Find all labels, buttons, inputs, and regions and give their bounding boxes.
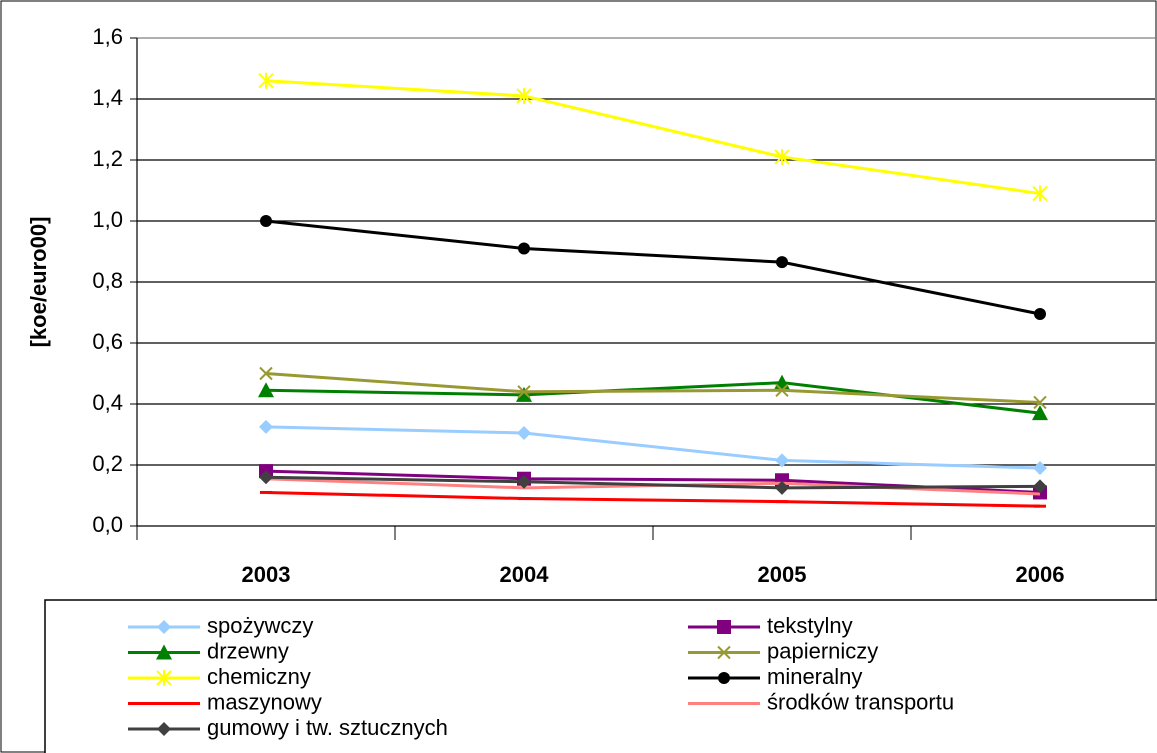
y-tick-label: 0,0 [92,512,123,537]
x-tick-label: 2006 [1016,562,1065,587]
marker [516,87,532,104]
marker [517,474,531,489]
marker [258,72,274,89]
marker [774,148,790,165]
marker [1032,405,1048,421]
series-line [265,490,1041,508]
marker [260,215,272,227]
marker [1033,479,1047,494]
marker [259,419,273,434]
marker [775,480,789,495]
series-line [265,219,1041,316]
y-tick-label: 0,6 [92,329,123,354]
marker [718,672,730,684]
y-axis-label: [koe/euro00] [26,217,51,348]
marker [775,453,789,468]
legend-label: maszynowy [207,689,322,714]
legend-label: mineralny [767,664,862,689]
legend-label: drzewny [207,638,289,663]
y-tick-label: 1,6 [92,24,123,49]
legend-label: tekstylny [767,613,853,638]
marker [1032,185,1048,202]
legend-label: spożywczy [207,613,313,638]
legend-label: środków transportu [767,689,954,714]
marker [156,644,172,660]
marker [516,386,532,402]
marker [518,242,530,255]
x-tick-label: 2005 [758,562,807,587]
marker [258,382,274,398]
y-tick-label: 1,0 [92,207,123,232]
legend-box [44,599,1157,753]
y-tick-label: 0,2 [92,451,123,476]
marker [157,620,171,634]
x-tick-label: 2004 [500,562,550,587]
marker [717,645,731,660]
marker [517,425,531,440]
marker [776,256,788,269]
marker [1034,308,1046,321]
marker [157,722,171,736]
x-tick-label: 2003 [242,562,291,587]
series-line [265,475,1041,490]
y-tick-label: 0,4 [92,390,123,415]
marker [775,383,789,397]
y-tick-label: 1,2 [92,146,123,171]
legend-label: gumowy i tw. sztucznych [207,715,448,740]
y-tick-label: 1,4 [92,85,123,110]
marker [517,385,531,399]
marker [156,670,172,686]
marker [259,470,273,485]
y-tick-label: 0,8 [92,268,123,293]
legend-label: papierniczy [767,638,878,663]
marker [717,620,731,634]
series-line [265,381,1041,415]
legend-label: chemiczny [207,664,311,689]
marker [259,366,273,381]
marker [1033,395,1047,410]
series-line [265,372,1041,404]
series-line [265,79,1041,196]
series-line [265,425,1041,470]
marker [1033,461,1047,476]
